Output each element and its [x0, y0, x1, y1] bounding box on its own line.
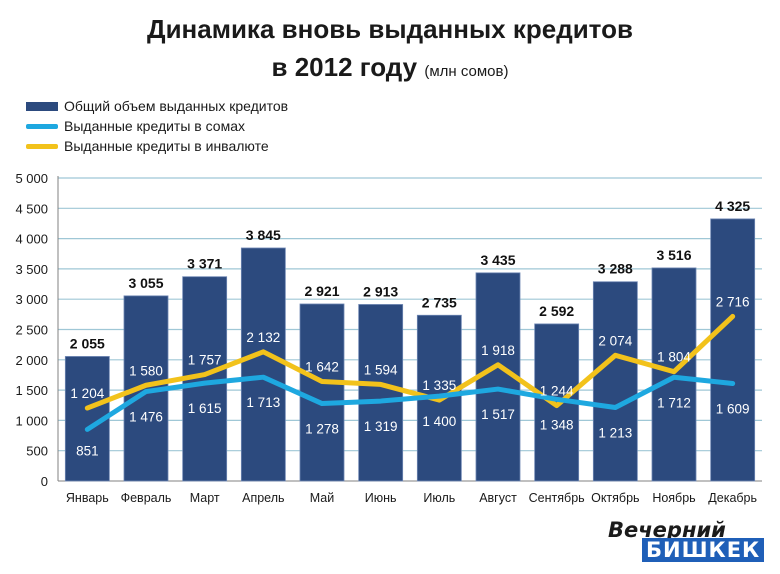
fx-data-label: 1 244: [540, 384, 574, 399]
som-data-label: 1 713: [246, 395, 280, 410]
legend-label-som: Выданные кредиты в сомах: [64, 118, 245, 134]
x-tick-label: Ноябрь: [652, 491, 695, 505]
fx-data-label: 1 642: [305, 359, 339, 374]
legend-item-total: Общий объем выданных кредитов: [26, 96, 288, 116]
x-tick-label: Декабрь: [708, 491, 757, 505]
legend-label-fx: Выданные кредиты в инвалюте: [64, 138, 269, 154]
bar-value-label: 3 516: [656, 247, 691, 263]
x-tick-label: Сентябрь: [529, 491, 585, 505]
som-data-label: 1 213: [598, 425, 632, 440]
y-tick-label: 1 000: [15, 413, 48, 428]
chart-unit: (млн сомов): [424, 63, 509, 80]
x-tick-label: Март: [190, 491, 220, 505]
som-data-label: 1 476: [129, 410, 163, 425]
som-data-label: 1 609: [716, 401, 750, 416]
fx-data-label: 1 804: [657, 350, 691, 365]
legend-swatch-total: [26, 101, 58, 111]
y-tick-label: 1 500: [15, 383, 48, 398]
bar-value-label: 3 371: [187, 256, 222, 272]
x-tick-label: Февраль: [121, 491, 172, 505]
som-data-label: 1 348: [540, 417, 574, 432]
som-data-label: 1 319: [364, 419, 398, 434]
y-tick-label: 2 000: [15, 353, 48, 368]
bar: [299, 303, 345, 482]
bar-value-label: 2 735: [422, 294, 457, 310]
legend-swatch-som: [26, 123, 58, 129]
fx-data-label: 1 757: [188, 353, 222, 368]
y-tick-label: 3 000: [15, 292, 48, 307]
x-tick-label: Июль: [423, 491, 455, 505]
y-tick-label: 2 500: [15, 323, 48, 338]
bar-value-label: 2 913: [363, 283, 398, 299]
bar-value-label: 4 325: [715, 198, 750, 214]
bar-value-label: 2 592: [539, 303, 574, 319]
bar: [710, 218, 756, 482]
legend-item-som: Выданные кредиты в сомах: [26, 116, 288, 136]
bar-value-label: 3 288: [598, 261, 633, 277]
y-tick-label: 5 000: [15, 171, 48, 186]
som-data-label: 1 615: [188, 401, 222, 416]
som-data-label: 1 278: [305, 422, 339, 437]
chart-title: Динамика вновь выданных кредитов: [147, 14, 633, 44]
bar: [240, 247, 286, 482]
fx-data-label: 1 580: [129, 363, 163, 378]
chart-title-year: в 2012 году: [271, 52, 418, 82]
chart-title-line2: в 2012 году (млн сомов): [0, 52, 780, 83]
logo: Вечерний БИШКЕК: [608, 518, 768, 562]
x-tick-label: Октябрь: [591, 491, 639, 505]
x-tick-label: Май: [310, 491, 335, 505]
y-tick-label: 0: [41, 474, 48, 489]
fx-data-label: 2 716: [716, 294, 750, 309]
x-tick-label: Апрель: [242, 491, 284, 505]
y-tick-label: 3 500: [15, 262, 48, 277]
som-data-label: 1 400: [422, 414, 456, 429]
som-data-label: 1 517: [481, 407, 515, 422]
bar-value-label: 3 055: [128, 275, 163, 291]
fx-data-label: 2 074: [598, 333, 632, 348]
series-line-fx: [84, 313, 736, 411]
fx-data-label: 2 132: [246, 330, 280, 345]
bar-value-label: 3 435: [480, 252, 515, 268]
bar: [651, 267, 697, 482]
som-data-label: 1 712: [657, 395, 691, 410]
fx-data-label: 1 335: [422, 378, 456, 393]
legend-item-fx: Выданные кредиты в инвалюте: [26, 136, 288, 156]
bar: [592, 281, 638, 482]
fx-data-label: 1 918: [481, 343, 515, 358]
bar-value-label: 2 921: [304, 283, 339, 299]
fx-data-label: 1 594: [364, 362, 398, 377]
y-tick-label: 4 000: [15, 232, 48, 247]
y-tick-label: 500: [26, 444, 48, 459]
logo-line2: БИШКЕК: [642, 538, 765, 562]
legend: Общий объем выданных кредитов Выданные к…: [26, 96, 288, 156]
series-line-som: [84, 374, 736, 432]
y-tick-label: 4 500: [15, 201, 48, 216]
bar-value-label: 2 055: [70, 335, 105, 351]
x-tick-label: Август: [479, 491, 517, 505]
fx-data-label: 1 204: [70, 386, 104, 401]
legend-swatch-fx: [26, 143, 58, 149]
bar-value-label: 3 845: [246, 227, 281, 243]
x-tick-label: Июнь: [365, 491, 397, 505]
bar: [358, 304, 404, 482]
legend-label-total: Общий объем выданных кредитов: [64, 98, 289, 114]
x-tick-label: Январь: [66, 491, 109, 505]
som-data-label: 851: [76, 443, 99, 458]
